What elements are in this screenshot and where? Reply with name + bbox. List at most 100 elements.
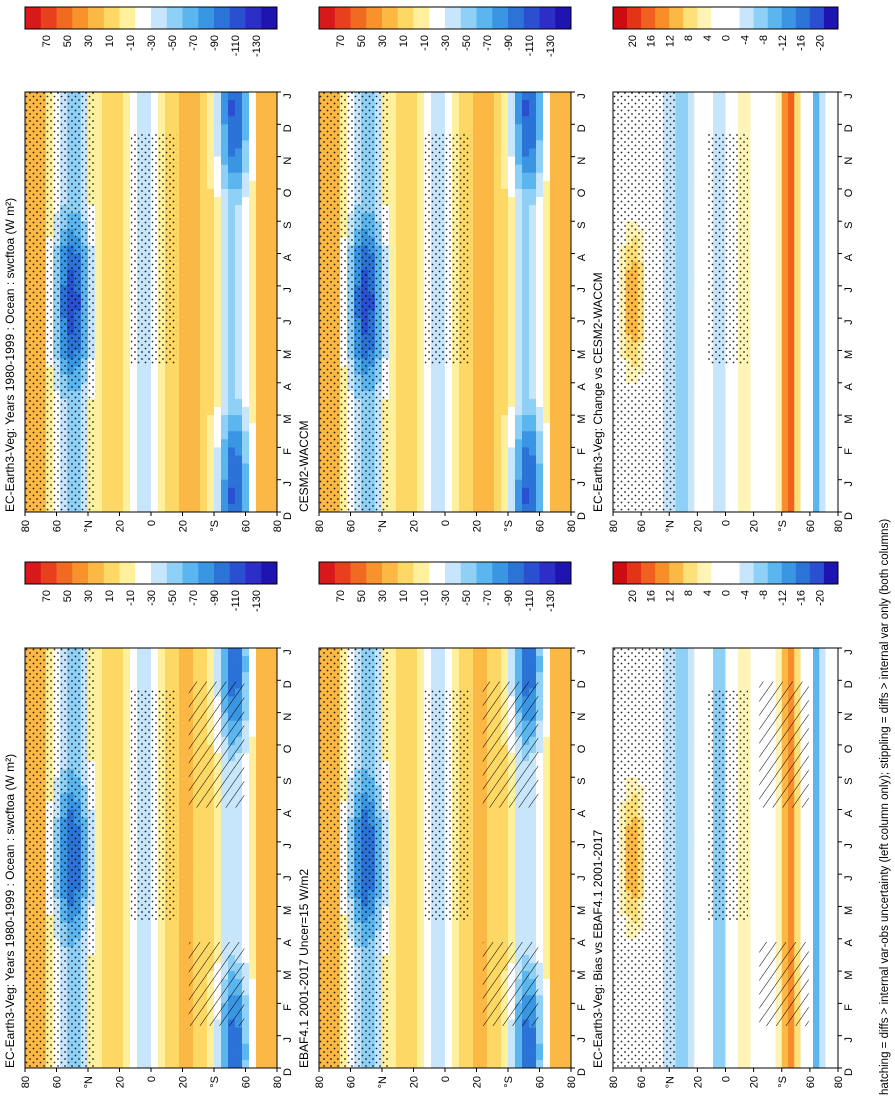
heatmap-cell <box>109 455 117 464</box>
heatmap-cell <box>193 390 201 400</box>
heatmap-cell <box>102 100 110 109</box>
heatmap-cell <box>263 197 271 206</box>
heatmap-cell <box>256 769 264 778</box>
heatmap-cell <box>396 817 404 827</box>
heatmap-cell <box>207 849 215 859</box>
heatmap-cell <box>256 382 264 392</box>
heatmap-cell <box>228 866 236 875</box>
heatmap-cell <box>389 664 397 673</box>
heatmap-cell <box>144 463 152 473</box>
heatmap-cell <box>263 704 271 714</box>
heatmap-cell <box>459 995 467 1004</box>
heatmap-cell <box>179 825 187 835</box>
heatmap-cell <box>186 382 194 392</box>
heatmap-cell <box>109 648 117 657</box>
heatmap-cell <box>263 398 271 408</box>
heatmap-cell <box>214 108 222 117</box>
heatmap-cell <box>179 833 187 843</box>
heatmap-cell <box>228 382 236 392</box>
heatmap-cell <box>270 1019 278 1029</box>
heatmap-cell <box>256 971 264 980</box>
heatmap-cell <box>200 423 208 432</box>
heatmap-cell <box>172 479 180 489</box>
colorbar-swatch <box>135 7 152 29</box>
heatmap-cell <box>200 415 208 424</box>
heatmap-cell <box>270 817 278 827</box>
heatmap-cell <box>95 132 103 141</box>
heatmap-cell <box>256 688 264 697</box>
heatmap-cell <box>123 100 131 109</box>
colorbar-swatch <box>56 562 73 584</box>
heatmap-cell <box>221 423 229 432</box>
month-tick-label: F <box>282 1004 294 1011</box>
heatmap-cell <box>137 954 145 964</box>
heatmap-cell <box>186 124 194 133</box>
heatmap-cell <box>221 342 229 351</box>
heatmap-cell <box>417 971 425 980</box>
heatmap-cell <box>256 898 264 907</box>
heatmap-cell <box>235 277 243 287</box>
heatmap-cell <box>256 648 264 657</box>
heatmap-cell <box>249 938 257 948</box>
heatmap-cell <box>256 237 264 246</box>
heatmap-cell <box>207 1059 215 1069</box>
heatmap-cell <box>137 455 145 464</box>
heatmap-cell <box>214 495 222 505</box>
heatmap-cell <box>207 310 215 319</box>
heatmap-cell <box>459 938 467 948</box>
heatmap-cell <box>116 237 124 246</box>
heatmap-cell <box>417 761 425 770</box>
heatmap-cell <box>207 833 215 843</box>
heatmap-cell <box>270 1051 278 1061</box>
heatmap-cell <box>270 882 278 891</box>
heatmap-cell <box>221 922 229 932</box>
heatmap-cell <box>102 116 110 125</box>
heatmap-cell <box>109 769 117 778</box>
heatmap-cell <box>109 310 117 319</box>
heatmap-cell <box>172 471 180 481</box>
heatmap-cell <box>396 987 404 996</box>
heatmap-cell <box>116 664 124 673</box>
heatmap-cell <box>165 1043 173 1053</box>
heatmap-cell <box>186 366 194 376</box>
heatmap-cell <box>242 809 250 819</box>
heatmap-cell <box>221 439 229 448</box>
heatmap-cell <box>137 495 145 505</box>
heatmap-cell <box>102 140 110 149</box>
heatmap-cell <box>179 874 187 883</box>
colorbar-label: 50 <box>62 590 74 602</box>
heatmap-cell <box>102 833 110 843</box>
heatmap-cell <box>207 148 215 158</box>
heatmap-cell <box>144 1019 152 1029</box>
heatmap-cell <box>193 180 201 190</box>
heatmap-cell <box>270 495 278 505</box>
heatmap-cell <box>102 979 110 988</box>
heatmap-cell <box>95 447 103 456</box>
heatmap-cell <box>102 712 110 722</box>
heatmap-cell <box>109 277 117 287</box>
heatmap-cell <box>228 833 236 843</box>
heatmap-cell <box>242 736 250 746</box>
heatmap-cell <box>417 906 425 915</box>
heatmap-cell <box>130 92 138 101</box>
heatmap-cell <box>109 447 117 456</box>
heatmap-cell <box>270 963 278 972</box>
heatmap-cell <box>165 116 173 125</box>
heatmap-cell <box>95 245 103 254</box>
heatmap-cell <box>242 302 250 311</box>
heatmap-cell <box>158 423 166 432</box>
heatmap-cell <box>102 487 110 497</box>
heatmap-cell <box>396 995 404 1004</box>
heatmap-cell <box>256 979 264 988</box>
heatmap-cell <box>410 777 418 786</box>
heatmap-cell <box>200 890 208 899</box>
colorbar-label: 30 <box>83 590 95 602</box>
heatmap-cell <box>263 890 271 899</box>
heatmap-cell <box>116 398 124 408</box>
heatmap-cell <box>263 148 271 158</box>
heatmap-cell <box>256 503 264 513</box>
heatmap-cell <box>256 326 264 335</box>
heatmap-cell <box>158 124 166 133</box>
heatmap-cell <box>263 930 271 940</box>
heatmap-cell <box>214 898 222 907</box>
